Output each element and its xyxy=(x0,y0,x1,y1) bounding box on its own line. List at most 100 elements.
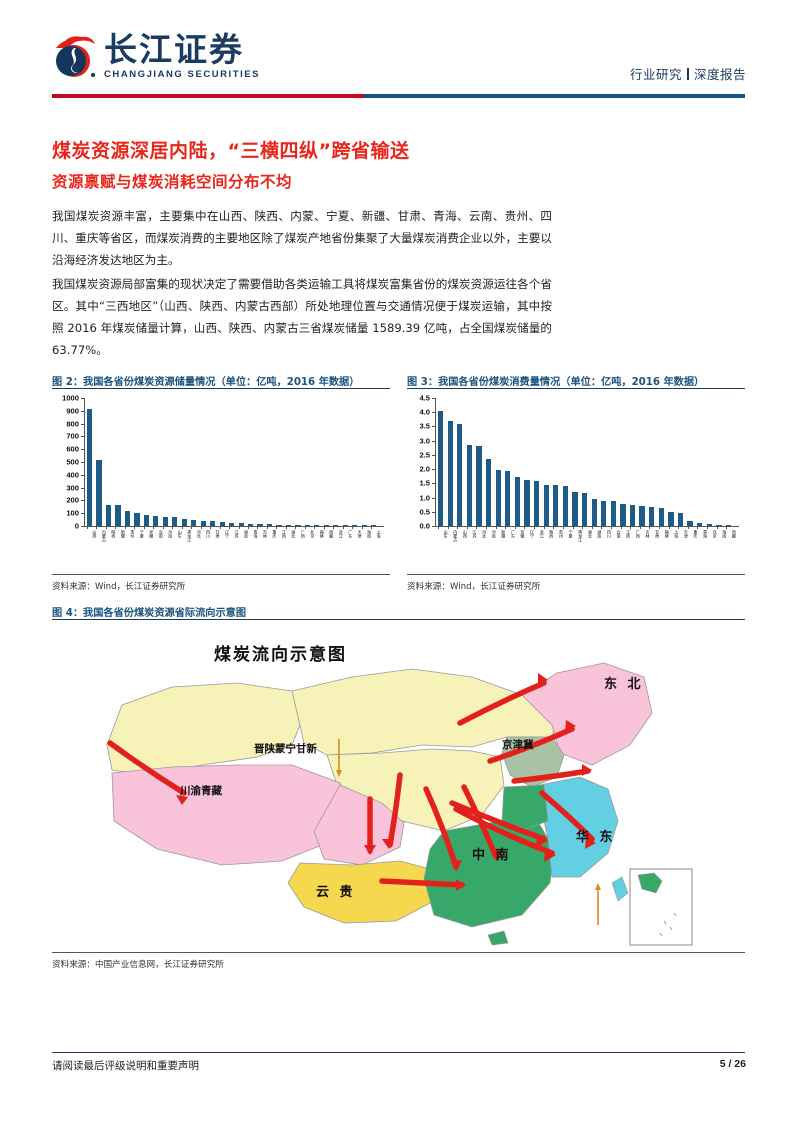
company-logo: 长江证券 CHANGJIANG SECURITIES xyxy=(52,32,260,80)
x-axis-tick xyxy=(210,526,212,529)
y-axis-tick xyxy=(81,410,84,412)
map-region-zhongnan: 中 南 xyxy=(472,847,509,865)
bar xyxy=(200,520,206,526)
category-label: 行业研究 xyxy=(629,67,682,82)
x-axis-tick xyxy=(466,526,468,529)
y-axis-line xyxy=(435,398,436,526)
map-region-huadong: 华 东 xyxy=(576,829,613,847)
x-axis-label: 北京 xyxy=(712,530,718,538)
y-axis-tick xyxy=(81,526,84,527)
bar xyxy=(87,408,93,526)
bar xyxy=(134,513,140,526)
x-axis-label: 河北 xyxy=(196,530,202,538)
x-axis-label: 天津 xyxy=(683,530,689,538)
y-axis-tick-label: 0 xyxy=(74,521,79,531)
x-axis-label: 甘肃 xyxy=(215,530,221,538)
y-axis-tick-label: 900 xyxy=(66,406,79,416)
x-axis-tick xyxy=(229,526,231,529)
x-axis-tick xyxy=(105,526,107,529)
x-axis-tick xyxy=(238,526,240,529)
y-axis-tick-label: 100 xyxy=(66,508,79,518)
x-axis-label: 山西 xyxy=(92,530,98,538)
map-region-jinshanmengninggansinxin: 晋陕蒙宁甘新 xyxy=(254,743,317,755)
bar xyxy=(639,506,645,526)
x-axis-tick xyxy=(495,526,497,529)
y-axis-tick xyxy=(432,426,435,428)
x-axis-label: 北京 xyxy=(310,530,316,538)
y-axis-tick-label: 1.5 xyxy=(419,478,430,488)
figure-3-caption: 图 3：我国各省份煤炭消费量情况（单位：亿吨，2016 年数据） xyxy=(407,377,705,388)
y-axis-tick-label: 1.0 xyxy=(419,493,430,503)
bar xyxy=(533,481,540,526)
bar xyxy=(629,504,636,526)
x-axis-tick xyxy=(582,526,584,529)
x-axis-labels: 山东 内蒙古 山西 江苏 河北 河南 新疆 广东 安徽 辽宁 浙江 陕西 贵州 宁夏 黑龙江 湖北 湖南 四川 云南… xyxy=(438,530,737,542)
bar xyxy=(457,424,463,526)
x-axis-line xyxy=(84,526,384,527)
y-axis-tick xyxy=(432,440,435,442)
figure-4-caption: 图 4：我国各省份煤炭资源省际流向示意图 xyxy=(52,608,247,619)
x-axis-tick xyxy=(687,526,689,529)
x-axis-tick xyxy=(219,526,221,529)
header-rule-blue xyxy=(363,94,745,98)
y-axis-tick-label: 2.5 xyxy=(419,450,430,460)
bar xyxy=(553,485,559,526)
x-axis-label: 重庆 xyxy=(693,530,699,538)
figure-2-source-rule xyxy=(52,574,390,575)
figure-2-caption: 图 2：我国各省份煤炭资源储量情况（单位：亿吨，2016 年数据） xyxy=(52,377,360,388)
bar xyxy=(620,504,626,526)
x-axis-tick xyxy=(285,526,287,529)
x-axis-label: 江苏 xyxy=(234,530,240,538)
x-axis-label: 贵州 xyxy=(130,530,136,538)
bar xyxy=(115,505,121,526)
x-axis-label: 云南 xyxy=(158,530,164,538)
x-axis-label: 青海 xyxy=(703,530,709,538)
x-axis-line xyxy=(435,526,739,527)
x-axis-label: 云南 xyxy=(616,530,622,538)
x-axis-tick xyxy=(247,526,249,529)
china-map-svg xyxy=(106,662,693,946)
map-title: 煤炭流向示意图 xyxy=(214,645,347,665)
header-rule xyxy=(52,94,745,98)
x-axis-label: 江苏 xyxy=(472,530,478,538)
bar xyxy=(610,500,616,526)
bar xyxy=(505,471,511,526)
y-axis-tick xyxy=(432,398,435,399)
y-axis-tick-label: 800 xyxy=(66,419,79,429)
x-axis-tick xyxy=(124,526,126,529)
y-axis-tick-label: 700 xyxy=(66,431,79,441)
x-axis-tick xyxy=(668,526,670,529)
x-axis-label: 陕西 xyxy=(549,530,555,538)
figure-3-source-rule xyxy=(407,574,745,575)
bar xyxy=(476,445,482,526)
x-axis-label: 河北 xyxy=(482,530,488,538)
x-axis-label: 辽宁 xyxy=(530,530,536,538)
y-axis-tick-label: 300 xyxy=(66,483,79,493)
x-axis-tick xyxy=(697,526,699,529)
x-axis-label: 福建 xyxy=(664,530,670,538)
bar xyxy=(304,525,310,526)
x-axis-label: 江西 xyxy=(281,530,287,538)
x-axis-label: 上海 xyxy=(674,530,680,538)
x-axis-labels: 山西 内蒙古 陕西 新疆 贵州 宁夏 安徽 云南 河南 山东 黑龙江 河北 四川 甘肃 辽宁 江苏 湖南 青海 吉林… xyxy=(87,530,381,542)
x-axis-tick xyxy=(181,526,183,529)
x-axis-label: 河南 xyxy=(168,530,174,538)
y-axis-tick xyxy=(81,423,84,425)
bar xyxy=(342,525,348,526)
bar xyxy=(124,510,131,526)
bar xyxy=(143,514,150,526)
x-axis-tick xyxy=(659,526,661,529)
x-axis-tick xyxy=(134,526,136,529)
coal-flow-map: 煤炭流向示意图 晋陕蒙宁甘新 京津冀 东 北 川渝青藏 云 贵 中 南 华 东 xyxy=(52,625,745,950)
x-axis-tick xyxy=(543,526,545,529)
x-axis-label: 西藏 xyxy=(731,530,737,538)
x-axis-tick xyxy=(486,526,488,529)
x-axis-label: 海南 xyxy=(367,530,373,538)
bar xyxy=(716,524,722,526)
logo-company-name-en: CHANGJIANG SECURITIES xyxy=(104,68,261,80)
x-axis-tick xyxy=(87,526,88,529)
y-axis-tick xyxy=(432,412,435,414)
x-axis-label: 内蒙古 xyxy=(453,530,459,542)
bar xyxy=(219,522,225,526)
bar xyxy=(581,493,588,526)
